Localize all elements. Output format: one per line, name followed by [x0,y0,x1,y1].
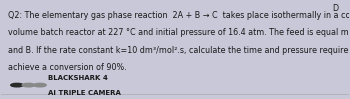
Text: BLACKSHARK 4: BLACKSHARK 4 [48,75,108,81]
Text: Q2: The elementary gas phase reaction  2A + B → C  takes place isothermally in a: Q2: The elementary gas phase reaction 2A… [8,11,350,20]
Text: D: D [332,4,338,13]
Text: volume batch reactor at 227 °C and initial pressure of 16.4 atm. The feed is equ: volume batch reactor at 227 °C and initi… [8,28,350,37]
Text: achieve a conversion of 90%.: achieve a conversion of 90%. [8,63,127,72]
Text: and B. If the rate constant k=10 dm³/mol².s, calculate the time and pressure req: and B. If the rate constant k=10 dm³/mol… [8,46,350,55]
Circle shape [11,83,23,87]
Circle shape [34,83,46,87]
Circle shape [22,83,35,87]
Text: AI TRIPLE CAMERA: AI TRIPLE CAMERA [48,90,121,96]
